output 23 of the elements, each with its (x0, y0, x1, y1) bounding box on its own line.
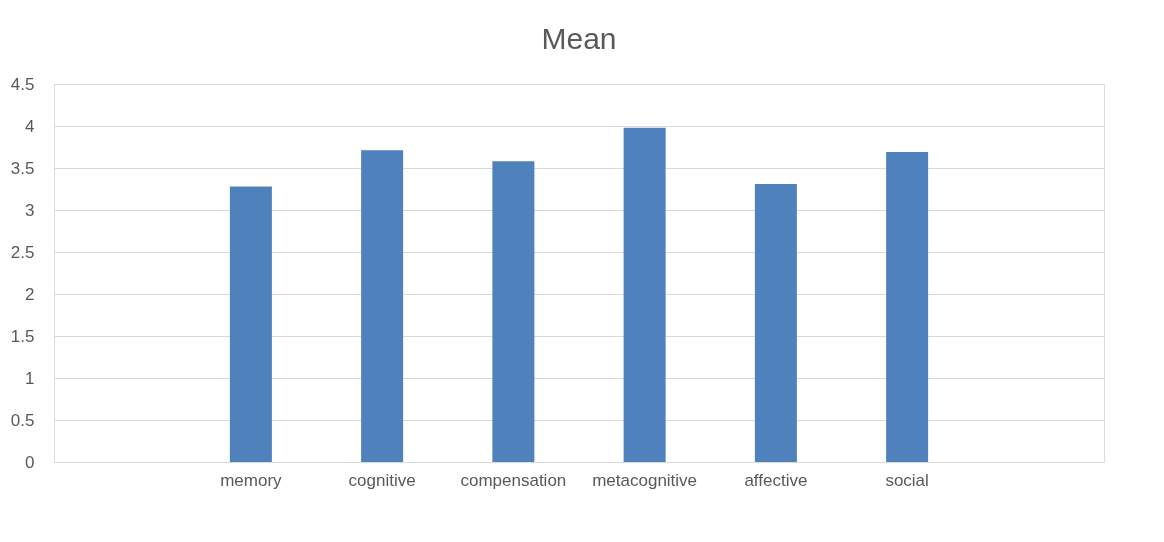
bar (886, 152, 929, 462)
y-tick-label: 2 (25, 284, 35, 304)
y-tick-label: 0.5 (10, 410, 35, 430)
y-tick-label: 4 (25, 116, 35, 136)
y-tick-label: 3.5 (10, 158, 35, 178)
y-tick-label: 0 (25, 452, 35, 472)
x-tick-label: compensation (460, 470, 567, 490)
y-tick-label: 2.5 (10, 242, 35, 262)
x-tick-label: affective (744, 470, 808, 490)
bar (361, 150, 404, 462)
x-tick-label: memory (220, 470, 283, 490)
bar (754, 183, 797, 462)
y-tick-label: 1.5 (10, 326, 35, 346)
x-tick-label: cognitive (348, 470, 416, 490)
y-tick-label: 4.5 (10, 74, 35, 94)
bar (229, 186, 272, 462)
y-tick-label: 1 (25, 368, 35, 388)
bar (492, 161, 535, 462)
bar (623, 127, 666, 462)
x-tick-label: social (885, 470, 929, 490)
y-tick-label: 3 (25, 200, 35, 220)
chart-title: Mean (541, 22, 617, 55)
x-tick-label: metacognitive (592, 470, 698, 490)
